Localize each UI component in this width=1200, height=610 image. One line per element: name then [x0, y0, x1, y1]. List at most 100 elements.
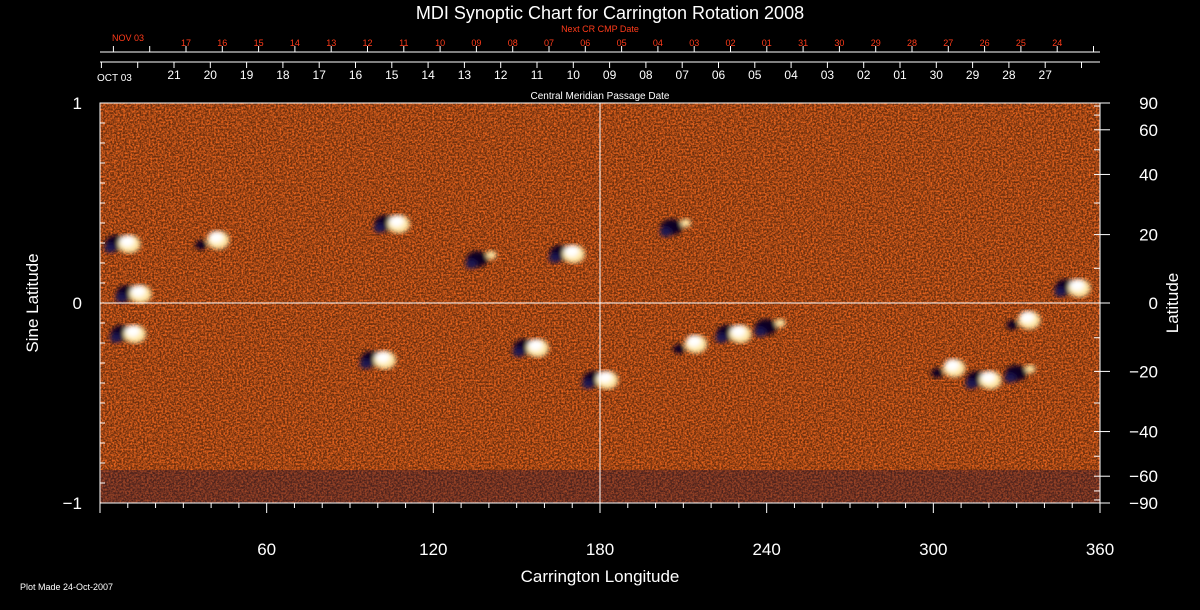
region-negative-patch	[359, 359, 372, 369]
next-cmp-day-label: 07	[544, 38, 554, 48]
region-positive-patch	[486, 251, 497, 259]
next-cmp-day-label: 24	[1052, 38, 1062, 48]
active-region	[659, 219, 691, 237]
region-positive-patch	[1020, 311, 1035, 323]
region-positive-patch	[125, 325, 140, 337]
next-cmp-day-label: 30	[834, 38, 844, 48]
active-region	[115, 285, 152, 303]
region-negative-patch	[109, 333, 122, 343]
region-positive-patch	[731, 325, 746, 337]
y-right-tick-label: 90	[1139, 94, 1158, 113]
y-right-tick-label: 20	[1139, 226, 1158, 245]
region-positive-patch	[120, 235, 135, 247]
chart-title: MDI Synoptic Chart for Carrington Rotati…	[416, 3, 804, 23]
region-negative-patch	[115, 293, 128, 303]
next-cmp-day-label: 13	[326, 38, 336, 48]
region-negative-patch	[373, 223, 386, 233]
next-cmp-start-label: NOV 03	[112, 33, 144, 43]
cmp-day-label: 19	[240, 68, 254, 82]
active-region	[1006, 311, 1041, 330]
next-cmp-day-label: 12	[362, 38, 372, 48]
x-tick-label: 300	[919, 540, 947, 559]
region-positive-patch	[1025, 365, 1036, 373]
x-tick-label: 240	[752, 540, 780, 559]
next-cmp-day-label: 08	[508, 38, 518, 48]
region-negative-patch	[672, 344, 685, 354]
cmp-day-label: 03	[821, 68, 835, 82]
y-right-tick-label: 40	[1139, 165, 1158, 184]
region-negative-patch	[1004, 373, 1017, 383]
region-negative-patch	[548, 253, 561, 263]
region-positive-patch	[209, 231, 224, 243]
cmp-day-label: 12	[494, 68, 508, 82]
region-positive-patch	[981, 371, 996, 383]
region-positive-patch	[1070, 279, 1085, 291]
region-positive-patch	[131, 285, 146, 297]
y-right-tick-label: −40	[1129, 423, 1158, 442]
region-negative-patch	[195, 240, 208, 250]
cmp-day-label: 13	[458, 68, 472, 82]
cmp-day-label: 18	[276, 68, 290, 82]
plot-made-note: Plot Made 24-Oct-2007	[20, 582, 113, 592]
region-positive-patch	[680, 219, 691, 227]
next-cmp-day-label: 01	[762, 38, 772, 48]
region-negative-patch	[582, 379, 594, 389]
x-tick-label: 120	[419, 540, 447, 559]
region-positive-patch	[945, 359, 960, 371]
cmp-day-label: 06	[712, 68, 726, 82]
active-region	[512, 339, 549, 357]
cmp-axis-label: Central Meridian Passage Date	[531, 91, 670, 102]
next-cmp-day-label: 15	[254, 38, 264, 48]
reference-lines	[100, 103, 1100, 503]
cmp-day-label: 08	[639, 68, 653, 82]
active-region	[672, 335, 707, 354]
region-negative-patch	[754, 327, 767, 337]
next-cmp-axis-label: Next CR CMP Date	[561, 24, 639, 34]
active-region	[715, 325, 752, 343]
x-tick-label: 60	[257, 540, 276, 559]
next-cmp-day-label: 05	[617, 38, 627, 48]
next-cmp-day-label: 31	[798, 38, 808, 48]
cmp-day-label: 11	[531, 68, 544, 82]
longitude-axis: 60 120 180 240 300 360	[99, 503, 1114, 559]
y-axis-right-label: Latitude	[1163, 273, 1182, 334]
y-right-tick-label: −90	[1129, 494, 1158, 513]
region-negative-patch	[965, 379, 978, 389]
cmp-start-label: OCT 03	[97, 73, 132, 84]
y-axis-left-label: Sine Latitude	[23, 253, 42, 352]
cmp-day-label: 16	[349, 68, 363, 82]
active-region	[965, 371, 1002, 389]
y-right-tick-label: −20	[1129, 362, 1158, 381]
y-right-tick-label: 0	[1149, 294, 1158, 313]
region-positive-patch	[686, 335, 701, 347]
active-region	[1054, 279, 1091, 297]
next-cmp-day-label: 10	[435, 38, 445, 48]
cmp-day-label: 30	[930, 68, 944, 82]
cmp-day-label: 20	[204, 68, 218, 82]
region-negative-patch	[715, 333, 728, 343]
next-cmp-date-axis: 17 16 15 14 13 12 11 10 09 08 07 06 05 04 03 02 01 31 30 29…	[100, 38, 1100, 53]
y-left-tick-label: 0	[73, 294, 82, 313]
latitude-axis: 90 60 40 20 0 −20 −40 −60 −90	[1094, 94, 1158, 513]
region-positive-patch	[528, 339, 543, 351]
active-region	[109, 325, 146, 343]
cmp-day-label: 21	[167, 68, 181, 82]
sine-latitude-axis: 1 0 −1	[63, 94, 110, 513]
active-region	[373, 215, 410, 233]
cmp-day-label: 05	[748, 68, 762, 82]
x-tick-label: 180	[586, 540, 614, 559]
active-region-layer	[104, 215, 1091, 389]
y-left-tick-label: −1	[63, 494, 82, 513]
region-positive-patch	[375, 351, 390, 363]
region-negative-patch	[931, 368, 944, 378]
active-region	[359, 351, 396, 369]
active-region	[754, 319, 786, 337]
y-right-tick-label: −60	[1129, 467, 1158, 486]
next-cmp-day-label: 17	[181, 38, 191, 48]
cmp-day-label: 14	[421, 68, 435, 82]
cmp-day-label: 01	[893, 68, 907, 82]
active-region	[104, 235, 141, 253]
next-cmp-day-label: 25	[1016, 38, 1026, 48]
next-cmp-day-label: 03	[689, 38, 699, 48]
